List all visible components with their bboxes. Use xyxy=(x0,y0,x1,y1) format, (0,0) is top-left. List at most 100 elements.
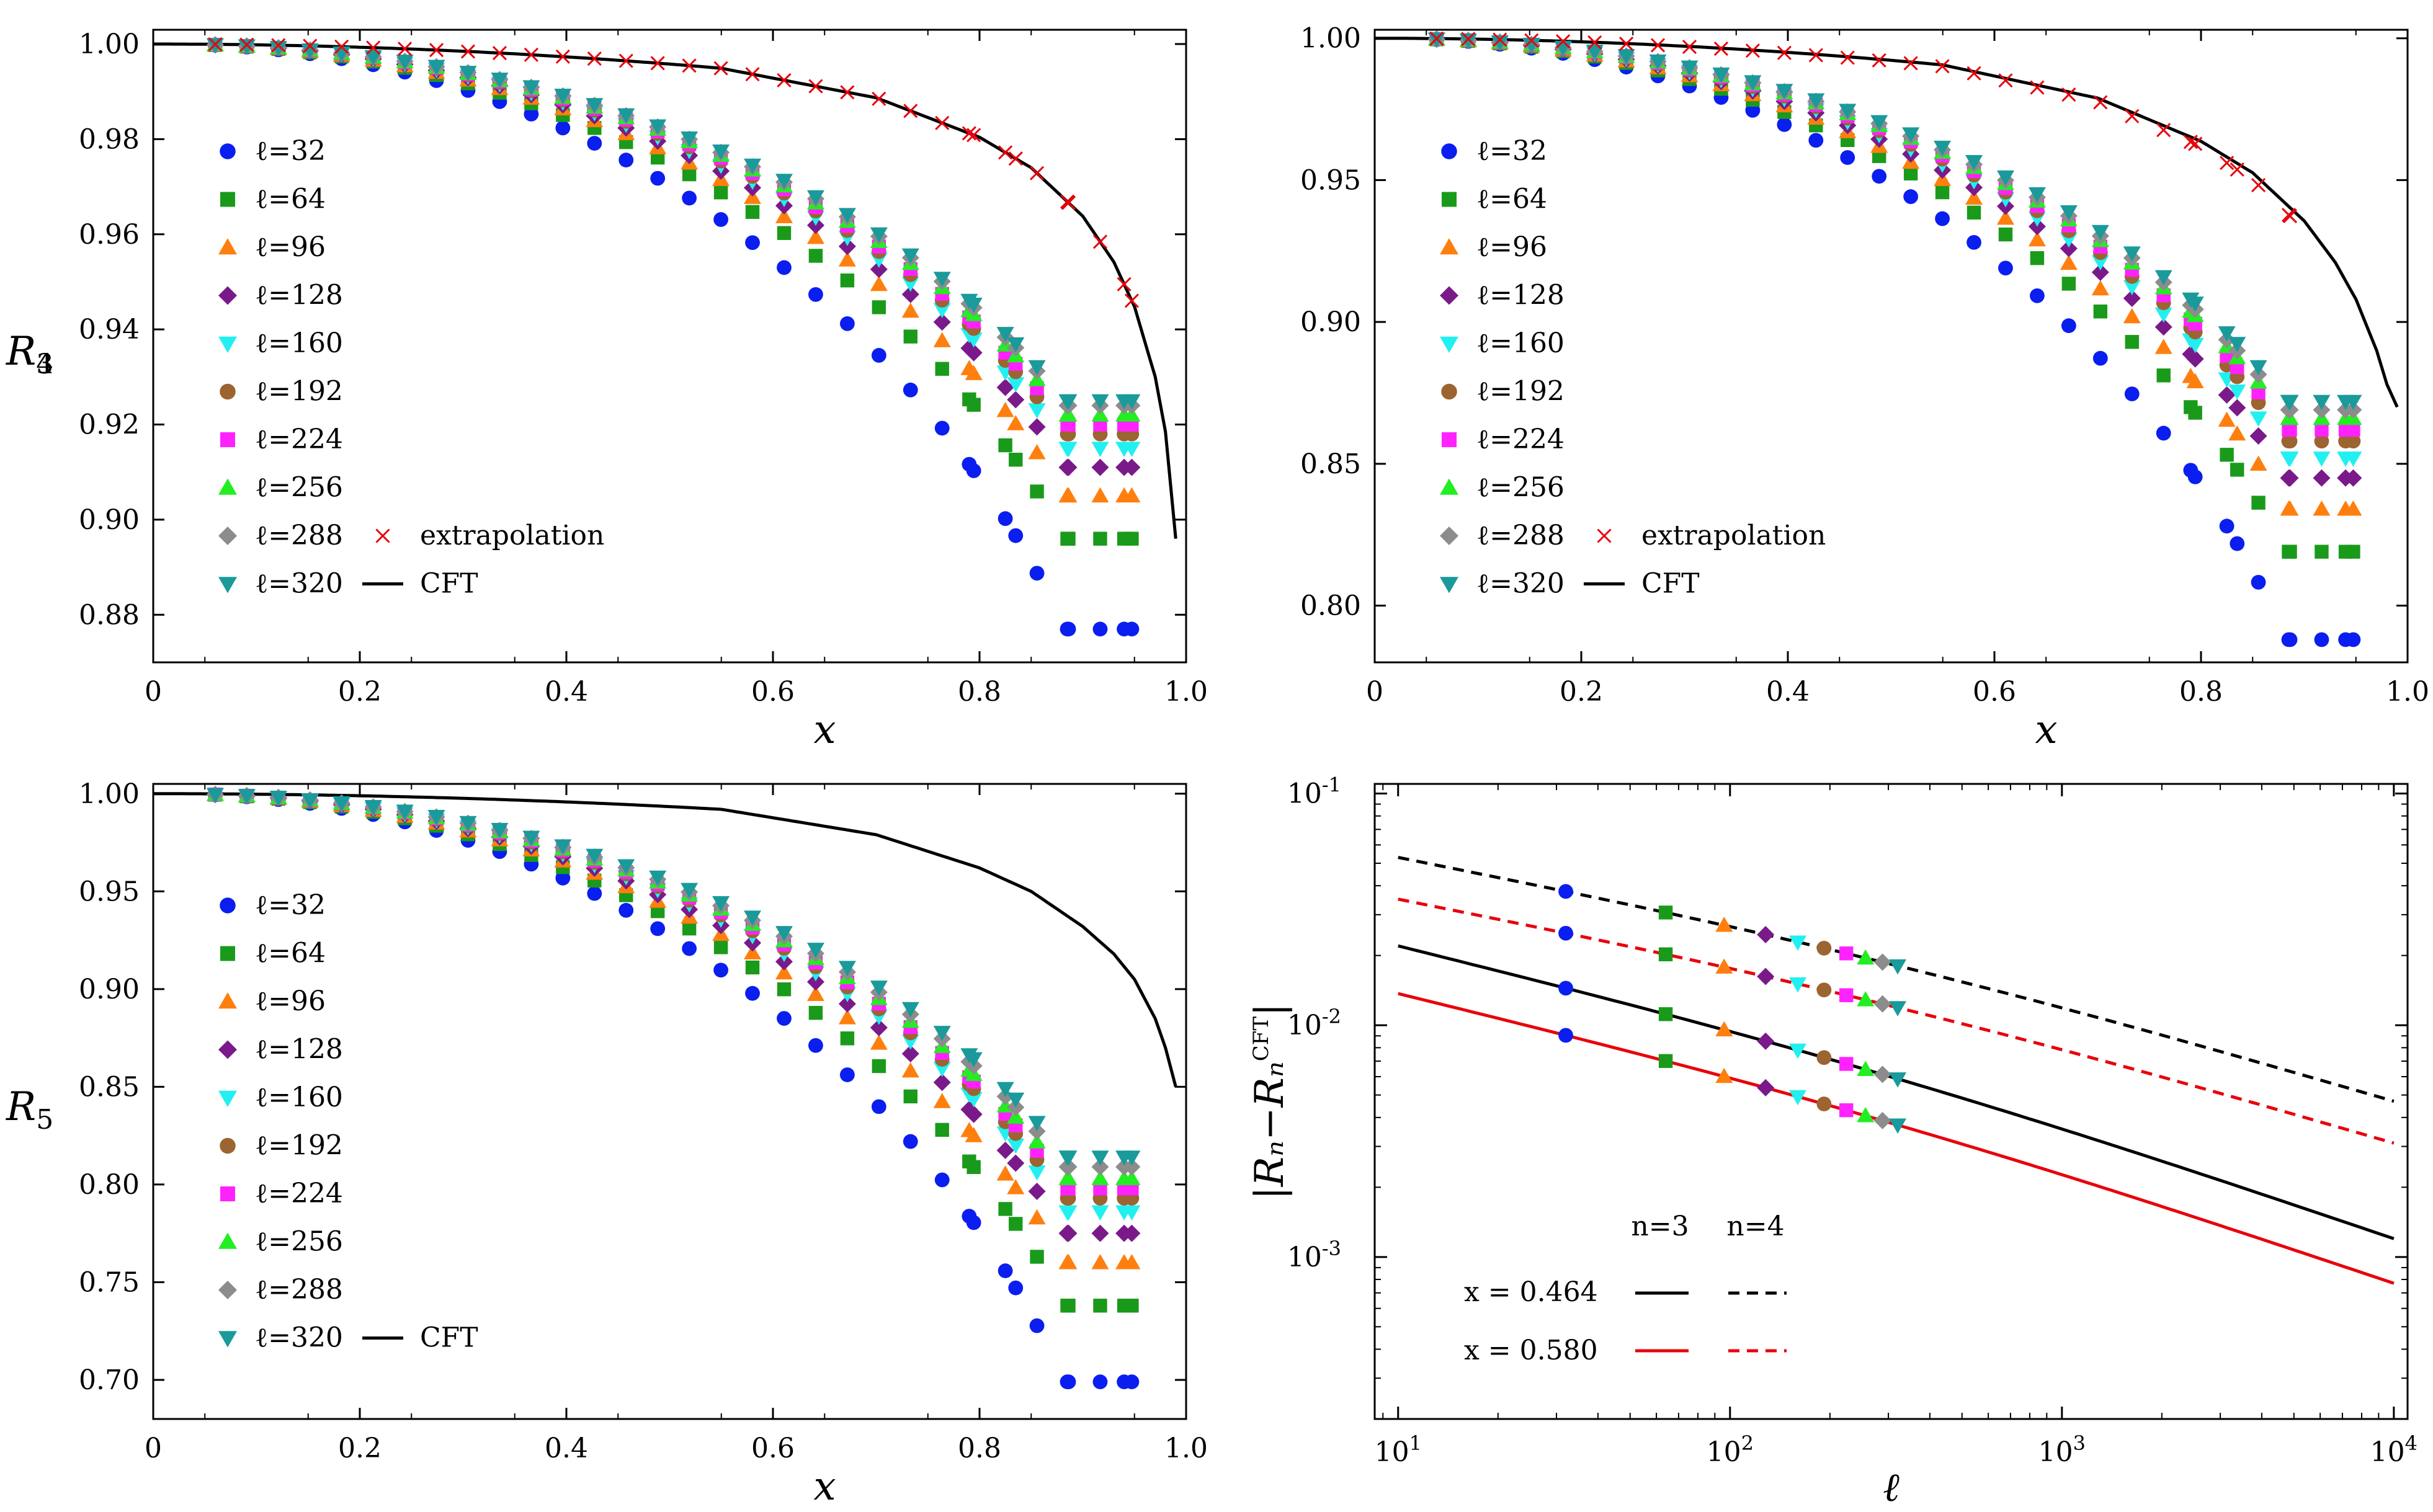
marker-l320 xyxy=(775,174,793,189)
marker-l320 xyxy=(427,809,445,825)
marker-l32 xyxy=(2338,632,2354,647)
extrapolation-marker xyxy=(1935,59,1950,74)
marker-l96 xyxy=(1115,1253,1133,1270)
marker-l96 xyxy=(2091,280,2109,296)
series-point xyxy=(1789,1043,1807,1059)
marker-l96 xyxy=(2028,231,2046,247)
y-tick-label: 0.92 xyxy=(79,409,140,441)
marker-l320 xyxy=(522,830,540,846)
marker-l320 xyxy=(364,50,382,66)
series-point xyxy=(1857,949,1875,965)
marker-l96 xyxy=(1028,444,1046,460)
extrapolation-marker xyxy=(429,43,444,58)
extrapolation-marker xyxy=(1650,38,1666,53)
marker-l96 xyxy=(1965,189,1983,205)
marker-l192 xyxy=(2281,434,2297,449)
y-tick-label: 0.95 xyxy=(1300,164,1361,196)
marker-l256 xyxy=(1115,1170,1133,1185)
marker-l128 xyxy=(1115,1224,1133,1242)
marker-l128 xyxy=(1028,418,1046,436)
marker-l32 xyxy=(1872,169,1887,184)
extrapolation-series xyxy=(1429,31,2298,224)
marker-l32 xyxy=(2030,288,2045,303)
y-tick-label: 10-2 xyxy=(1287,1005,1341,1041)
legend-label: ℓ=32 xyxy=(1476,135,1547,167)
legend-label: CFT xyxy=(420,568,478,600)
marker-l320 xyxy=(269,791,287,806)
series-point xyxy=(1658,947,1673,961)
legend-marker xyxy=(1440,527,1458,545)
marker-l32 xyxy=(587,886,602,901)
marker-l64 xyxy=(682,167,697,182)
marker-l320 xyxy=(301,43,319,59)
extrapolation-marker xyxy=(366,40,381,55)
extrapolation-marker xyxy=(2220,156,2234,171)
y-tick-label: 1.00 xyxy=(79,29,140,60)
extrapolation-marker xyxy=(2230,162,2244,177)
legend-marker xyxy=(218,1090,237,1107)
marker-l128 xyxy=(1007,391,1025,409)
x-tick-label: 1.0 xyxy=(2386,676,2429,708)
extrapolation-marker xyxy=(492,45,507,61)
marker-l64 xyxy=(1903,166,1918,180)
marker-l160 xyxy=(1007,1138,1025,1154)
marker-l64 xyxy=(2093,305,2108,319)
marker-l320 xyxy=(1459,33,1477,49)
marker-l32 xyxy=(1060,1374,1075,1390)
marker-l320 xyxy=(712,896,730,912)
marker-l64 xyxy=(935,362,949,376)
extrapolation-marker xyxy=(2183,135,2198,149)
x-tick-label: 0.2 xyxy=(338,676,382,708)
marker-l128 xyxy=(1115,458,1133,476)
legend-label: ℓ=64 xyxy=(255,184,326,215)
legend-label: ℓ=288 xyxy=(255,520,343,551)
marker-l320 xyxy=(838,208,856,223)
legend-label: ℓ=96 xyxy=(255,231,326,263)
marker-l320 xyxy=(1058,1150,1076,1166)
panel-R5: 0 0.2 0.4 0.6 0.8 1.0 0.70 0.75 0.80 0.85 0.90 0.95… xyxy=(6,778,1208,1510)
marker-l320 xyxy=(1007,337,1025,353)
extrapolation-marker xyxy=(524,47,538,62)
marker-l32 xyxy=(682,190,697,206)
marker-l32 xyxy=(1966,234,1981,250)
marker-l320 xyxy=(996,1082,1014,1098)
series-point xyxy=(1816,1050,1832,1065)
series-point xyxy=(1757,926,1775,944)
y-tick-label: 0.75 xyxy=(79,1266,140,1298)
marker-l64 xyxy=(2338,545,2353,559)
x-tick-label: 0.6 xyxy=(1973,676,2016,708)
marker-l96 xyxy=(2280,500,2298,516)
marker-l96 xyxy=(1996,209,2014,225)
legend-marker xyxy=(218,336,237,353)
legend-label: ℓ=128 xyxy=(255,1034,343,1065)
marker-l64 xyxy=(840,273,855,288)
marker-l96 xyxy=(1091,1253,1109,1270)
marker-l224 xyxy=(2315,422,2329,437)
legend-marker xyxy=(218,1331,237,1348)
y-tick-label: 0.90 xyxy=(79,974,140,1005)
marker-l32 xyxy=(1117,1374,1132,1390)
marker-l320 xyxy=(901,248,919,264)
marker-l320 xyxy=(2280,394,2298,411)
x-axis-label: x xyxy=(2035,707,2057,753)
marker-l320 xyxy=(744,910,762,926)
legend-label: ℓ=128 xyxy=(255,280,343,311)
series-point xyxy=(1658,905,1673,920)
marker-l320 xyxy=(2228,337,2246,352)
legend-marker xyxy=(220,432,235,447)
legend-marker xyxy=(218,478,237,495)
marker-l64 xyxy=(1030,1250,1044,1264)
marker-l96 xyxy=(806,985,824,1001)
marker-l96 xyxy=(1091,487,1109,503)
marker-l32 xyxy=(903,1134,918,1149)
legend-marker xyxy=(220,383,236,400)
marker-l32 xyxy=(682,941,697,956)
marker-l320 xyxy=(459,66,477,81)
panel-R4: 0 0.2 0.4 0.6 0.8 1.00.800.850.900.951.00xR4ℓ… xyxy=(6,23,2429,753)
series-line xyxy=(1398,992,2395,1285)
x-tick-label: 0.4 xyxy=(545,1433,588,1464)
extrapolation-marker xyxy=(460,44,476,59)
x-axis-label: x xyxy=(813,1464,836,1510)
legend-marker xyxy=(218,992,237,1009)
